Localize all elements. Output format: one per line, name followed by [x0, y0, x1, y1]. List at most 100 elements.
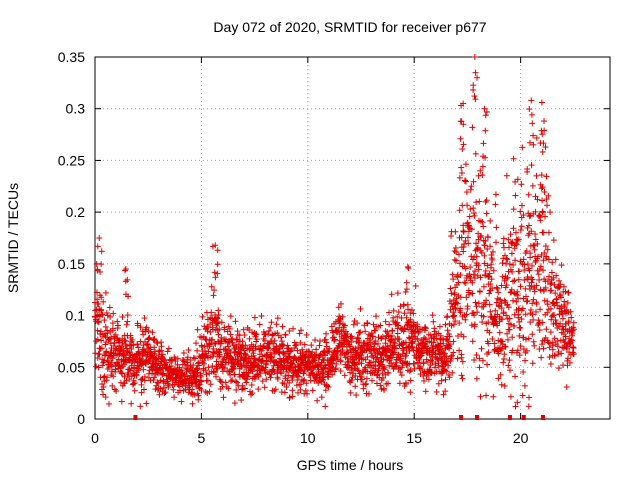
- data-point: [94, 243, 101, 250]
- data-point: [457, 135, 464, 142]
- data-point: [563, 384, 570, 391]
- data-point: [124, 318, 131, 325]
- data-point: [122, 266, 129, 273]
- data-point: [131, 380, 138, 387]
- data-point: [549, 259, 556, 266]
- plot-frame: [94, 56, 611, 420]
- data-point: [112, 331, 119, 338]
- data-point: [277, 359, 284, 366]
- y-tick-label: 0.25: [58, 152, 85, 168]
- data-point: [98, 248, 105, 255]
- data-point: [158, 347, 165, 354]
- data-point: [472, 150, 479, 157]
- data-point: [303, 380, 310, 387]
- data-point: [289, 393, 296, 400]
- data-point: [517, 343, 524, 350]
- data-point: [538, 127, 545, 134]
- data-point: [202, 367, 209, 374]
- data-point: [474, 74, 481, 81]
- data-point: [518, 181, 525, 188]
- data-point: [268, 371, 275, 378]
- data-point: [297, 339, 304, 346]
- data-point: [289, 360, 296, 367]
- data-point: [337, 300, 344, 307]
- data-point: [459, 146, 466, 153]
- data-point: [538, 185, 545, 192]
- tick-labels: 0 0.05 0.1 0.15 0.2 0.25 0.3 0.35 0 5 10 15 20: [58, 49, 529, 446]
- data-point: [255, 386, 262, 393]
- data-point: [555, 365, 562, 372]
- data-point: [460, 141, 467, 148]
- data-point: [108, 359, 115, 366]
- data-point: [490, 393, 497, 400]
- data-point: [403, 279, 410, 286]
- data-point: [486, 290, 493, 297]
- data-point: [470, 205, 477, 212]
- data-point: [294, 347, 301, 354]
- data-point: [529, 120, 536, 127]
- data-point: [528, 162, 535, 169]
- data-point: [548, 287, 555, 294]
- data-point: [205, 348, 212, 355]
- gap-marker: [521, 415, 526, 420]
- data-point: [539, 197, 546, 204]
- data-point: [469, 290, 476, 297]
- data-point: [157, 385, 164, 392]
- data-point: [570, 319, 577, 326]
- data-point: [369, 353, 376, 360]
- data-point: [102, 323, 109, 330]
- data-point: [442, 321, 449, 328]
- data-point: [537, 140, 544, 147]
- data-point: [112, 366, 119, 373]
- gap-marker: [540, 415, 545, 420]
- data-point: [482, 267, 489, 274]
- data-point: [473, 199, 480, 206]
- data-point: [514, 176, 521, 183]
- data-point: [190, 362, 197, 369]
- data-point: [536, 276, 543, 283]
- data-point: [231, 400, 238, 407]
- data-point: [272, 386, 279, 393]
- data-point: [473, 375, 480, 382]
- data-point: [524, 166, 531, 173]
- data-point: [394, 313, 401, 320]
- data-point: [373, 313, 380, 320]
- data-point: [288, 359, 295, 366]
- data-point: [261, 384, 268, 391]
- data-point: [486, 301, 493, 308]
- data-point: [466, 213, 473, 220]
- data-point: [341, 372, 348, 379]
- data-point: [297, 381, 304, 388]
- data-point: [241, 385, 248, 392]
- data-point: [187, 357, 194, 364]
- data-point: [244, 373, 251, 380]
- data-point: [205, 364, 212, 371]
- data-point: [488, 261, 495, 268]
- data-point: [274, 375, 281, 382]
- gap-marker: [459, 415, 464, 420]
- data-point: [109, 355, 116, 362]
- data-point: [476, 288, 483, 295]
- data-point: [317, 338, 324, 345]
- data-point: [330, 356, 337, 363]
- data-point: [95, 364, 102, 371]
- data-point: [208, 309, 215, 316]
- data-point: [243, 358, 250, 365]
- data-point: [341, 322, 348, 329]
- data-point: [284, 342, 291, 349]
- data-point: [453, 257, 460, 264]
- data-point: [256, 321, 263, 328]
- data-point: [451, 312, 458, 319]
- data-point: [206, 340, 213, 347]
- data-point: [538, 354, 545, 361]
- data-point: [240, 326, 247, 333]
- data-point: [229, 377, 236, 384]
- data-point: [545, 229, 552, 236]
- data-point: [511, 277, 518, 284]
- data-point: [211, 369, 218, 376]
- data-point: [267, 374, 274, 381]
- data-point: [309, 370, 316, 377]
- data-point: [304, 390, 311, 397]
- data-point: [114, 318, 121, 325]
- data-point: [164, 348, 171, 355]
